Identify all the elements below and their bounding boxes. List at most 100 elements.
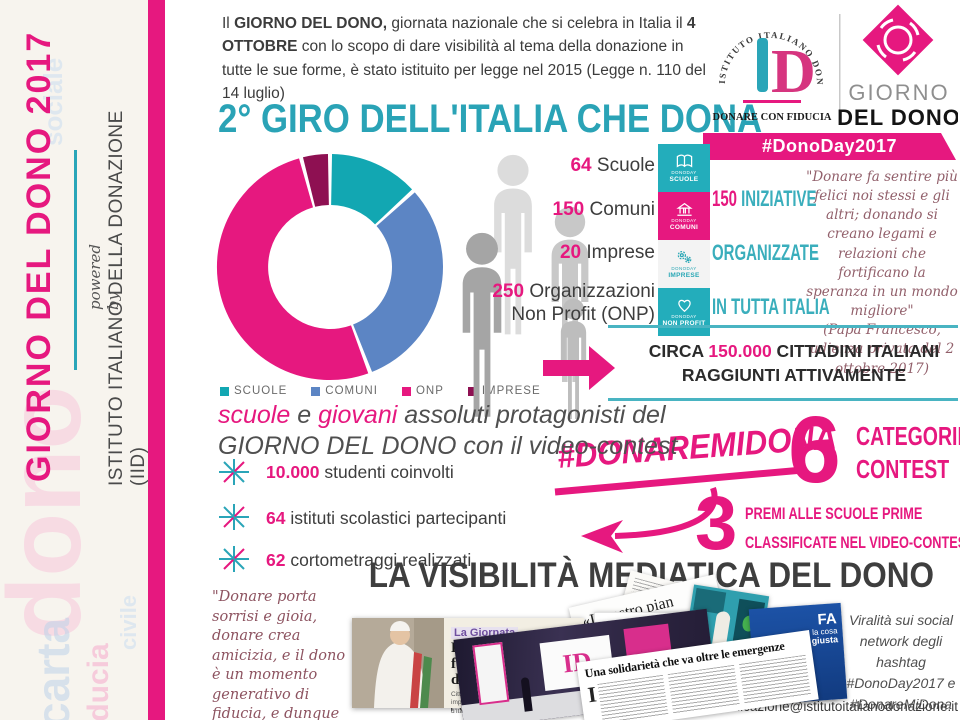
categories-line1: CATEGORIE: [856, 421, 960, 451]
intro-bold-giorno: GIORNO DEL DONO,: [234, 15, 388, 32]
prizes-label: PREMI ALLE SCUOLE PRIME CLASSIFICATE NEL …: [745, 500, 960, 558]
bullet-value: 62: [266, 550, 286, 570]
stat-scuole: 64 Scuole: [570, 155, 655, 178]
papa-francesco-quote: "Donare fa sentire più felici noi stessi…: [806, 168, 958, 379]
donoday-badges-strip: DONODAY SCUOLE DONODAY COMUNI DONODAY IM…: [658, 144, 710, 336]
categories-count: 6: [788, 397, 841, 503]
asterisk-icon: [219, 546, 249, 572]
stat-value: 250: [492, 281, 525, 302]
bullet-value: 64: [266, 508, 286, 528]
legend-item-imprese: IMPRESE: [467, 385, 541, 397]
badge-comuni: DONODAY COMUNI: [658, 192, 710, 240]
magenta-vertical-bar: [148, 0, 165, 720]
stat-label: Comuni: [584, 199, 655, 220]
highlight-giovani: giovani: [318, 401, 398, 429]
donut-chart: [216, 154, 444, 381]
tv-show-title: FA la cosa giusta: [810, 610, 839, 647]
badge-top-label: DONODAY: [671, 266, 697, 271]
initiatives-line: IN TUTTA ITALIA: [712, 293, 830, 319]
stat-value: 64: [570, 155, 592, 176]
intro-text: con lo scopo di dare visibilità al tema …: [222, 38, 706, 102]
heart-icon: [677, 299, 691, 313]
stat-value: 150: [552, 199, 585, 220]
legend-item-comuni: COMUNI: [311, 385, 378, 397]
legend-swatch-scuole: [220, 386, 229, 396]
bank-icon: [675, 202, 693, 216]
badge-name-label: NON PROFIT: [662, 320, 706, 327]
right-arrow-icon: [543, 346, 615, 390]
asterisk-icon: [219, 504, 249, 530]
mattarella-quote: "Donare porta sorrisi e gioia, donare cr…: [212, 588, 346, 720]
tv-show-title-line: giusta: [811, 634, 839, 647]
gears-icon: [677, 251, 691, 263]
reach-text: CIRCA: [648, 341, 709, 361]
legend-label: ONP: [415, 385, 444, 397]
chart-legend: SCUOLE COMUNI ONP IMPRESE: [220, 385, 541, 397]
bullet-label: istituti scolastici partecipanti: [285, 508, 507, 528]
badge-scuole: DONODAY SCUOLE: [658, 144, 710, 192]
hashtag-underline-arrow: [554, 466, 804, 553]
asterisk-icon: [219, 459, 249, 485]
iid-monogram-i: [757, 38, 768, 92]
bullet-cortometraggi: 62 cortometraggi realizzati: [266, 550, 471, 571]
badge-top-label: DONODAY: [671, 218, 697, 223]
intro-text: giornata nazionale che si celebra in Ita…: [387, 15, 687, 32]
bullet-value: 10.000: [266, 462, 320, 482]
quote-text: "Donare porta sorrisi e gioia, donare cr…: [212, 589, 346, 720]
iid-monogram-d: D: [771, 38, 816, 106]
donut-segment-imprese: [302, 154, 329, 207]
initiatives-line: ORGANIZZATE: [712, 239, 819, 265]
badge-non-profit: DONODAY NON PROFIT: [658, 288, 710, 336]
reach-statement: CIRCA 150.000 CITTADINI ITALIANI RAGGIUNT…: [630, 340, 958, 387]
giorno-del-dono-diamond-icon: [862, 4, 934, 76]
bullet-studenti: 10.000 studenti coinvolti: [266, 462, 454, 483]
prizes-line2: CLASSIFICATE NEL VIDEO-CONTEST: [745, 532, 960, 552]
gdd-logo-line1: GIORNO: [848, 80, 949, 105]
intro-bold-date: 4 OTTOBRE: [222, 15, 696, 56]
fake-text-column: [739, 654, 811, 704]
initiatives-line: INIZIATIVE: [736, 186, 817, 211]
initiatives-stat: 150 INIZIATIVE ORGANIZZATE IN TUTTA ITALIA: [712, 172, 830, 334]
legend-label: SCUOLE: [234, 385, 288, 397]
stat-label-line2: Non Profit (ONP): [511, 303, 655, 325]
badge-name-label: COMUNI: [669, 224, 699, 231]
badge-name-label: SCUOLE: [669, 176, 699, 183]
stat-label: Scuole: [591, 155, 655, 176]
caption-text: assoluti protagonisti del: [397, 401, 666, 429]
prizes-line1: PREMI ALLE SCUOLE PRIME: [745, 504, 923, 523]
fake-text-column: [597, 674, 669, 720]
drop-cap: I: [586, 681, 599, 708]
watermark-word: fiducia: [82, 643, 115, 720]
highlight-scuole: scuole: [218, 401, 291, 429]
caption-text: e: [290, 401, 319, 429]
reach-text: CITTADINI ITALIANI: [771, 341, 940, 361]
stat-label: Imprese: [581, 242, 655, 263]
reach-number: 150.000: [708, 341, 772, 361]
fake-text-column: [668, 664, 740, 714]
book-icon: [676, 154, 692, 168]
legend-swatch-comuni: [311, 386, 321, 396]
stat-imprese: 20 Imprese: [560, 242, 655, 265]
pope-photo: [352, 618, 444, 708]
donut-segment-onp: [216, 158, 369, 381]
prizes-count: 3: [695, 481, 738, 566]
divider-line: [608, 325, 958, 328]
legend-swatch-onp: [401, 386, 411, 396]
iid-underline: [743, 100, 801, 103]
protagonists-caption: scuole e giovani assoluti protagonisti d…: [218, 400, 677, 463]
categories-label: CATEGORIE CONTEST: [856, 420, 960, 485]
divider-line: [608, 398, 958, 401]
donut-segment-comuni: [353, 192, 444, 372]
caption-line2: GIORNO DEL DONO con il video-contest: [218, 432, 678, 461]
legend-swatch-imprese: [467, 386, 477, 396]
donut-segment-scuole: [331, 154, 413, 225]
stat-onp: 250 Organizzazioni Non Profit (ONP): [492, 281, 655, 327]
initiatives-number: 150: [712, 186, 737, 211]
badge-imprese: DONODAY IMPRESE: [658, 240, 710, 288]
badge-name-label: IMPRESE: [668, 272, 700, 279]
left-sidebar: sociale dono civile carta fiducia GIORNO…: [0, 0, 148, 720]
legend-label: COMUNI: [325, 385, 378, 397]
donoday-banner: #DonoDay2017: [703, 133, 956, 160]
sidebar-divider-line: [74, 150, 77, 370]
